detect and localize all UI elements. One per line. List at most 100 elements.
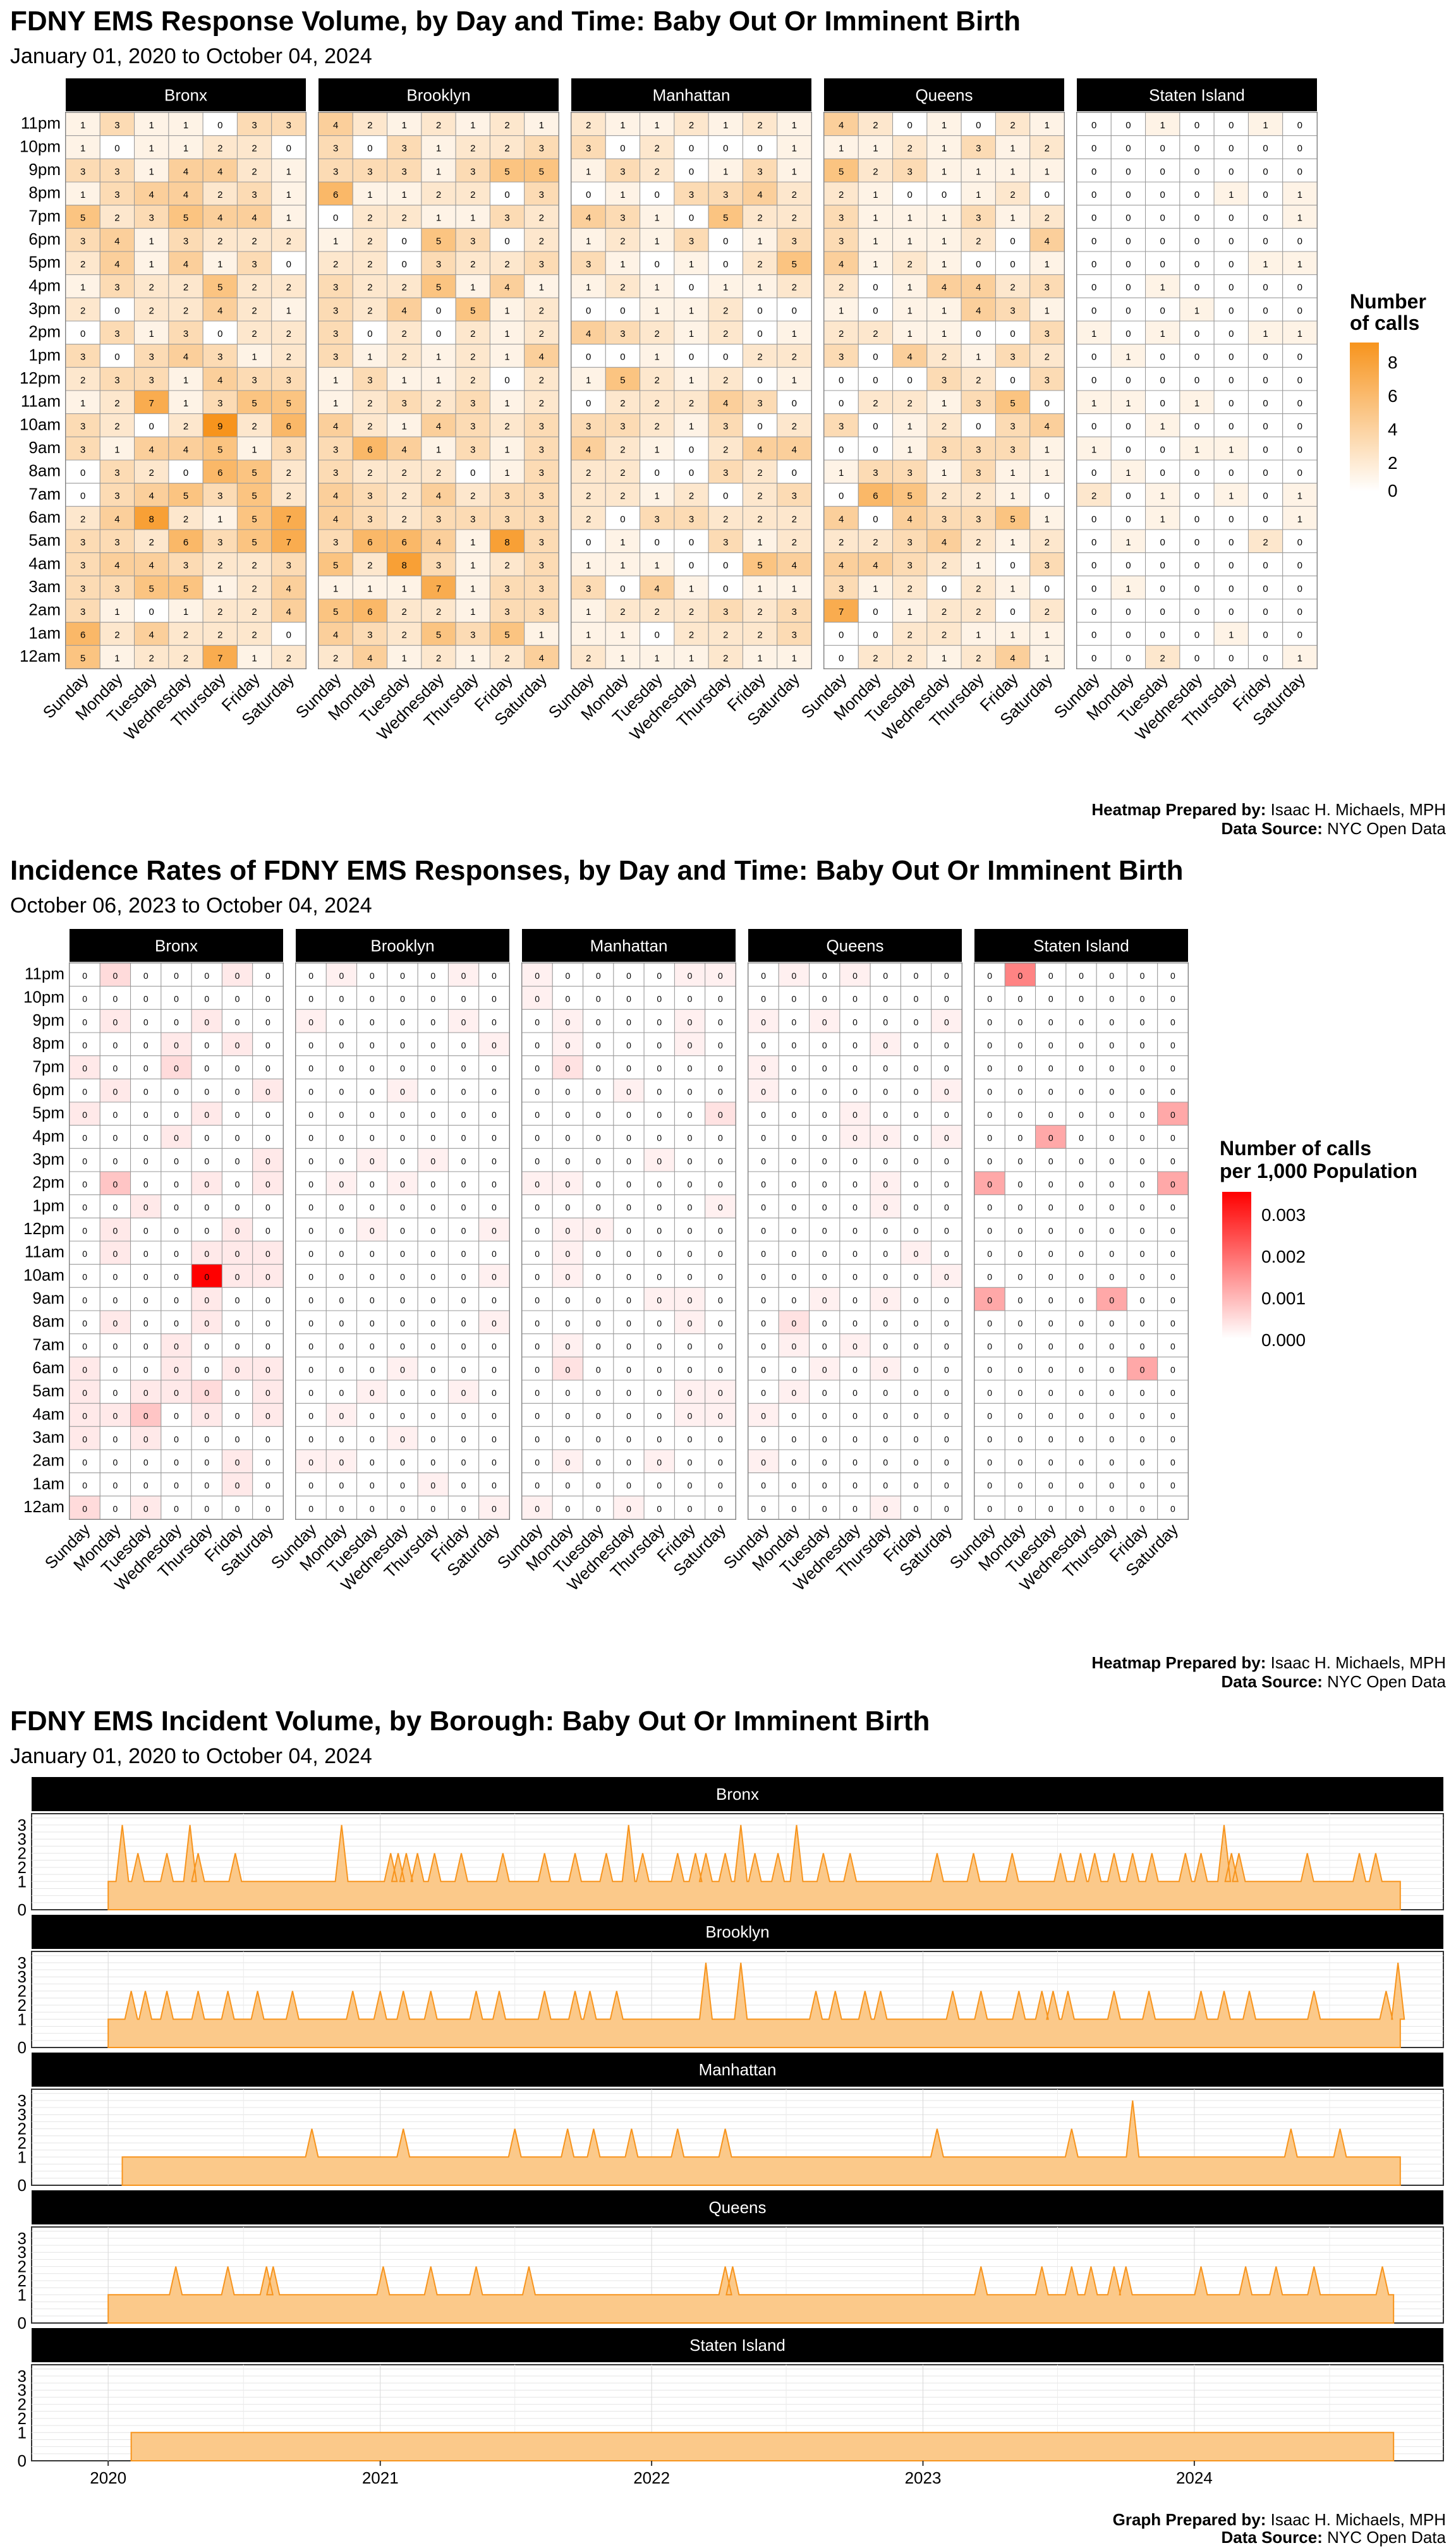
heatmap-cell-label: 0 — [914, 1388, 919, 1398]
heatmap-cell-label: 0 — [82, 1249, 87, 1259]
incident-area-title: FDNY EMS Incident Volume, by Borough: Ba… — [10, 1706, 930, 1737]
heatmap-cell-label: 0 — [113, 1434, 118, 1444]
heatmap-cell — [455, 135, 490, 159]
heatmap-cell-label: 1 — [183, 120, 188, 131]
heatmap-cell-label: 0 — [723, 236, 728, 246]
heatmap-cell-label: 0 — [718, 1203, 723, 1213]
heatmap-cell — [99, 181, 135, 206]
heatmap-cell — [352, 459, 388, 484]
heatmap-cell-label: 0 — [883, 1203, 888, 1213]
heatmap-cell-label: 0 — [235, 994, 240, 1004]
heatmap-cell-label: 3 — [149, 213, 154, 224]
heatmap-cell-label: 3 — [539, 444, 544, 455]
hour-tick-label: 2am — [28, 600, 61, 619]
heatmap-cell-label: 0 — [1263, 491, 1268, 502]
heatmap-cell-label: 2 — [367, 398, 372, 409]
heatmap-cell-label: 2 — [907, 398, 913, 409]
heatmap-cell — [674, 205, 709, 229]
heatmap-cell-label: 2 — [286, 282, 291, 293]
heatmap-cell-label: 2 — [757, 630, 762, 641]
heatmap-cell-label: 0 — [235, 1133, 240, 1143]
heatmap-cell-label: 0 — [339, 994, 344, 1004]
heatmap-cell-label: 2 — [839, 282, 844, 293]
heatmap-cell-label: 4 — [655, 583, 660, 594]
heatmap-cell-label: 0 — [1125, 375, 1131, 385]
heatmap-cell-label: 0 — [1263, 422, 1268, 432]
heatmap-cell-label: 0 — [1091, 166, 1096, 177]
heatmap-cell-label: 3 — [114, 375, 119, 385]
heatmap-cell-label: 2 — [942, 352, 947, 363]
heatmap-cell-label: 1 — [1091, 329, 1096, 339]
heatmap-cell-label: 1 — [1297, 653, 1302, 664]
heatmap-cell-label: 0 — [265, 1295, 270, 1305]
heatmap-cell-label: 3 — [1010, 444, 1015, 455]
heatmap-cell-label: 0 — [461, 1203, 466, 1213]
rate-heatmap: Bronx 0 0 0 0 0 0 0 0 0 0 0 0 0 0 0 0 0 0 0 0 0 0 0 0 0 0 0 0 0 0 0 0 0 0 0… — [23, 929, 1189, 1594]
heatmap-cell-label: 0 — [657, 994, 662, 1004]
heatmap-cell-label: 1 — [470, 607, 475, 617]
heatmap-cell-label: 2 — [792, 213, 797, 224]
heatmap-cell-label: 0 — [430, 1411, 435, 1421]
heatmap-cell-label: 0 — [689, 468, 694, 478]
heatmap-cell-label: 0 — [149, 422, 154, 432]
heatmap-cell-label: 1 — [907, 236, 913, 246]
heatmap-cell-label: 0 — [1194, 468, 1199, 478]
heatmap-cell-label: 1 — [655, 561, 660, 571]
heatmap-cell — [605, 459, 641, 484]
heatmap-cell-label: 0 — [718, 1481, 723, 1491]
heatmap-cell-label: 0 — [339, 1388, 344, 1398]
heatmap-cell-label: 2 — [723, 444, 728, 455]
heatmap-cell — [134, 436, 169, 461]
heatmap-cell-label: 0 — [914, 1017, 919, 1027]
heatmap-cell-label: 3 — [470, 444, 475, 455]
volume-heatmap-subtitle: January 01, 2020 to October 04, 2024 — [10, 44, 372, 68]
heatmap-cell-label: 0 — [265, 1249, 270, 1259]
heatmap-cell-label: 3 — [217, 398, 222, 409]
heatmap-cell-label: 0 — [1048, 1457, 1053, 1467]
heatmap-cell-label: 0 — [143, 1411, 149, 1421]
x-tick-label: 2023 — [905, 2468, 942, 2487]
heatmap-cell-label: 0 — [1170, 1249, 1175, 1259]
heatmap-cell-label: 0 — [944, 1133, 949, 1143]
heatmap-cell-label: 3 — [333, 468, 338, 478]
heatmap-cell-label: 0 — [657, 1203, 662, 1213]
heatmap-cell-label: 7 — [286, 537, 291, 548]
heatmap-cell — [202, 575, 238, 600]
heatmap-cell-label: 2 — [183, 630, 188, 641]
heatmap-cell — [99, 575, 135, 600]
heatmap-cell-label: 1 — [114, 444, 119, 455]
heatmap-cell-label: 2 — [757, 468, 762, 478]
heatmap-cell-label: 0 — [113, 1203, 118, 1213]
heatmap-cell-label: 0 — [461, 1133, 466, 1143]
heatmap-cell-label: 0 — [689, 213, 694, 224]
heatmap-cell — [352, 320, 388, 345]
heatmap-cell-label: 0 — [1091, 607, 1096, 617]
heatmap-cell-label: 0 — [1194, 259, 1199, 270]
facet-strip-label: Bronx — [155, 936, 198, 955]
heatmap-cell-label: 0 — [113, 1225, 118, 1235]
heatmap-cell-label: 0 — [461, 1017, 466, 1027]
heatmap-cell-label: 0 — [1018, 1481, 1023, 1491]
heatmap-cell-label: 0 — [82, 971, 87, 981]
heatmap-cell-label: 0 — [113, 1388, 118, 1398]
facet-strip-label: Bronx — [716, 1785, 759, 1804]
heatmap-cell — [318, 506, 353, 530]
heatmap-cell-label: 0 — [839, 444, 844, 455]
heatmap-cell-label: 0 — [757, 422, 762, 432]
heatmap-cell-label: 0 — [339, 1017, 344, 1027]
heatmap-cell-label: 0 — [987, 1503, 992, 1514]
heatmap-cell — [421, 251, 456, 276]
heatmap-cell-label: 0 — [718, 1017, 723, 1027]
hour-tick-label: 6am — [28, 507, 61, 526]
heatmap-cell-label: 1 — [183, 607, 188, 617]
heatmap-cell-label: 0 — [265, 1133, 270, 1143]
heatmap-cell-label: 0 — [1125, 561, 1131, 571]
heatmap-cell-label: 1 — [1297, 329, 1302, 339]
heatmap-cell-label: 0 — [914, 1503, 919, 1514]
heatmap-cell-label: 5 — [907, 491, 913, 502]
heatmap-cell-label: 0 — [492, 1110, 497, 1120]
heatmap-cell-label: 0 — [761, 1364, 766, 1374]
